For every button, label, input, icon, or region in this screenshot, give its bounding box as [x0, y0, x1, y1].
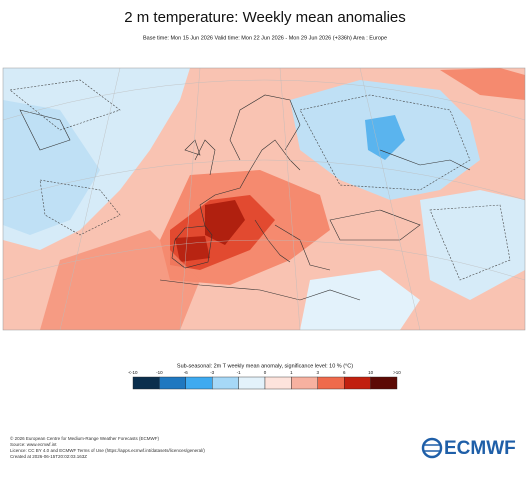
- colorbar-bin: [370, 376, 398, 390]
- coastlines: [19, 94, 471, 301]
- colorbar-label: -6: [184, 370, 188, 375]
- footer-line: Source: www.ecmwf.int: [10, 442, 57, 447]
- footer-line: © 2026 European Centre for Medium-Range …: [10, 435, 160, 441]
- logo-text: ECMWF: [444, 438, 516, 459]
- colorbar-label: 0: [264, 370, 267, 375]
- significance-contours: [9, 79, 511, 281]
- colorbar-bin: [291, 376, 318, 390]
- graticule: [3, 68, 525, 330]
- colorbar-bin: [238, 376, 266, 390]
- colorbar-label: -10: [156, 370, 163, 375]
- colorbar-bin: [211, 376, 239, 390]
- logo: ECMWF: [421, 437, 516, 459]
- colorbar: <-10 -10 -6 -3 -1 0 1 3 6 10 >10: [128, 370, 401, 390]
- colorbar-label: <-10: [128, 370, 138, 375]
- colorbar-bin: [344, 376, 371, 390]
- colorbar-label: -1: [237, 370, 241, 375]
- colorbar-label: -3: [210, 370, 214, 375]
- colorbar-label: >10: [393, 370, 401, 375]
- title: 2 m temperature: Weekly mean anomalies: [124, 9, 406, 26]
- colorbar-label: 10: [368, 370, 374, 375]
- colorbar-bin: [159, 376, 186, 390]
- colorbar-label: 3: [317, 370, 320, 375]
- colorbar-label: 6: [343, 370, 346, 375]
- footer-line: Licence: CC BY 4.0 and ECMWF Terms of Us…: [10, 448, 205, 453]
- footer-line: Created at 2026-06-15T20:02:03.163Z: [10, 454, 87, 459]
- colorbar-bin: [132, 376, 160, 390]
- colorbar-bin: [317, 376, 345, 390]
- colorbar-label: 1: [290, 370, 293, 375]
- footer: © 2026 European Centre for Medium-Range …: [10, 435, 205, 459]
- map-frame: [2, 67, 526, 331]
- colorbar-bin: [185, 376, 213, 390]
- map: [3, 68, 525, 330]
- legend-title: Sub-seasonal: 2m T weekly mean anomaly, …: [177, 363, 353, 369]
- subtitle: Base time: Mon 15 Jun 2026 Valid time: M…: [143, 35, 387, 41]
- colorbar-bin: [264, 376, 292, 390]
